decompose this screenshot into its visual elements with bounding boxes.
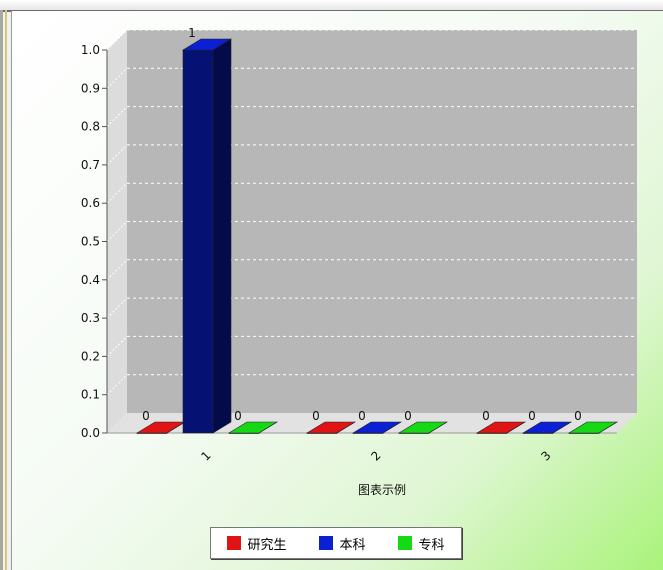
- bar-value-label: 1: [188, 26, 196, 40]
- bar-value-label: 0: [358, 409, 366, 423]
- legend-swatch-graduate: [227, 536, 242, 550]
- bar-value-label: 0: [482, 409, 490, 423]
- y-tick-label: 0.2: [81, 349, 100, 363]
- gridline-side: [106, 374, 128, 396]
- bar-side: [336, 421, 356, 434]
- bar-side: [428, 421, 448, 434]
- left-accent-border: [5, 10, 7, 570]
- bar-side: [212, 38, 232, 434]
- gridline-side: [106, 336, 128, 357]
- legend-label-undergraduate: 本科: [339, 537, 366, 553]
- gridline-side: [106, 29, 128, 51]
- gridline-side: [106, 221, 128, 242]
- y-tick-label: 0.4: [81, 273, 100, 287]
- gridline-side: [106, 182, 128, 204]
- bar-side: [382, 421, 402, 434]
- legend-label-graduate: 研究生: [247, 537, 287, 553]
- y-tick-label: 0.3: [81, 311, 100, 325]
- gridline-side: [106, 144, 128, 166]
- gridline-side: [106, 67, 128, 89]
- bar-value-label: 0: [142, 409, 150, 423]
- bar-value-label: 0: [404, 409, 412, 423]
- gridline-side: [106, 259, 128, 281]
- legend-swatch-undergraduate: [319, 536, 334, 550]
- y-tick-label: 1.0: [81, 43, 100, 57]
- legend-item-vocational: 专科: [398, 534, 445, 553]
- left-border: [0, 10, 3, 570]
- bar-side: [258, 421, 278, 434]
- plot-left-wall: [107, 30, 127, 433]
- x-tick-label: 1: [198, 448, 213, 463]
- bar-value-label: 0: [312, 409, 320, 423]
- x-tick-label: 3: [538, 448, 553, 463]
- y-tick-label: 0.8: [81, 120, 100, 134]
- legend-item-graduate: 研究生: [227, 534, 287, 553]
- y-tick-label: 0.1: [81, 388, 100, 402]
- bar-side: [552, 421, 572, 434]
- chart-legend: 研究生 本科 专科: [210, 527, 462, 559]
- gridline-side: [106, 106, 128, 127]
- bar: [182, 49, 214, 434]
- bar-value-label: 0: [234, 409, 242, 423]
- y-tick-label: 0.6: [81, 196, 100, 210]
- bar-side: [598, 421, 618, 434]
- gridline-side: [106, 297, 128, 319]
- y-tick-label: 0.9: [81, 81, 100, 95]
- legend-label-vocational: 专科: [418, 537, 445, 553]
- legend-swatch-vocational: [398, 536, 413, 550]
- bar-value-label: 0: [528, 409, 536, 423]
- bar-side: [506, 421, 526, 434]
- x-tick-label: 2: [368, 448, 383, 463]
- bar-value-label: 0: [574, 409, 582, 423]
- y-tick-label: 0.5: [81, 235, 100, 249]
- y-tick-label: 0.7: [81, 158, 100, 172]
- x-axis-title: 图表示例: [358, 483, 406, 497]
- y-tick-label: 0.0: [81, 426, 100, 440]
- legend-item-undergraduate: 本科: [319, 534, 366, 553]
